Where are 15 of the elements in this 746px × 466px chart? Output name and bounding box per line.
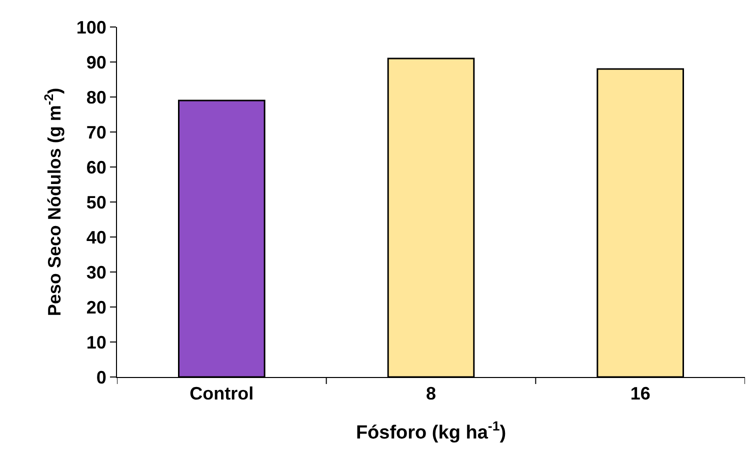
y-tick-label: 50 [86, 192, 106, 212]
y-tick-label: 100 [76, 17, 106, 38]
y-tick-label: 70 [86, 122, 106, 142]
x-tick-label: 16 [630, 384, 650, 404]
x-tick-label: 8 [426, 384, 436, 404]
y-tick-label: 10 [86, 332, 106, 352]
x-axis-title: Fósforo (kg ha$^{-1}$) [356, 418, 506, 444]
y-tick-label: 40 [86, 227, 106, 248]
y-tick-label: 90 [86, 52, 106, 72]
y-tick-label: 30 [86, 262, 106, 282]
y-tick-label: 60 [86, 157, 106, 178]
x-tick-label: Control [190, 384, 254, 404]
y-tick-label: 80 [86, 87, 106, 108]
y-tick-label: 20 [86, 297, 106, 318]
y-tick-label: 0 [96, 367, 106, 388]
